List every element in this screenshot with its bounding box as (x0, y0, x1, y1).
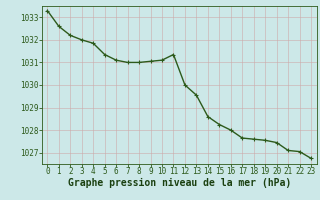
X-axis label: Graphe pression niveau de la mer (hPa): Graphe pression niveau de la mer (hPa) (68, 178, 291, 188)
